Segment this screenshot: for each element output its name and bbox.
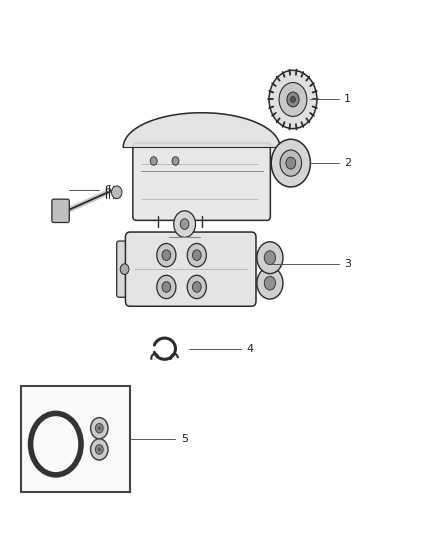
- Circle shape: [280, 150, 302, 176]
- FancyBboxPatch shape: [133, 143, 270, 220]
- Circle shape: [290, 96, 295, 102]
- FancyBboxPatch shape: [125, 232, 256, 306]
- Circle shape: [187, 244, 206, 267]
- FancyBboxPatch shape: [117, 241, 134, 297]
- Circle shape: [257, 242, 283, 273]
- Bar: [21, 386, 130, 492]
- Circle shape: [287, 92, 299, 107]
- Circle shape: [157, 276, 176, 298]
- Circle shape: [120, 264, 129, 274]
- Text: 6: 6: [105, 184, 112, 195]
- Circle shape: [162, 281, 171, 292]
- Circle shape: [271, 139, 311, 187]
- Circle shape: [257, 267, 283, 299]
- Text: 5: 5: [181, 434, 188, 444]
- Circle shape: [157, 244, 176, 267]
- Polygon shape: [123, 113, 280, 147]
- Circle shape: [150, 157, 157, 165]
- Circle shape: [172, 157, 179, 165]
- Circle shape: [95, 445, 103, 454]
- Circle shape: [98, 448, 101, 451]
- Circle shape: [187, 276, 206, 298]
- Circle shape: [269, 70, 317, 128]
- Circle shape: [192, 250, 201, 261]
- Circle shape: [95, 423, 103, 433]
- Text: 4: 4: [246, 344, 253, 354]
- Circle shape: [286, 157, 296, 169]
- Circle shape: [264, 276, 276, 290]
- Circle shape: [192, 281, 201, 292]
- Circle shape: [98, 426, 101, 430]
- Circle shape: [180, 219, 189, 229]
- Circle shape: [91, 418, 108, 439]
- Circle shape: [174, 211, 195, 237]
- FancyBboxPatch shape: [52, 199, 69, 222]
- Circle shape: [162, 250, 171, 261]
- Text: 3: 3: [344, 259, 351, 269]
- Text: 2: 2: [344, 158, 351, 168]
- Circle shape: [91, 439, 108, 460]
- Circle shape: [112, 186, 122, 199]
- Circle shape: [279, 83, 307, 116]
- Text: 1: 1: [344, 94, 351, 104]
- Circle shape: [264, 251, 276, 264]
